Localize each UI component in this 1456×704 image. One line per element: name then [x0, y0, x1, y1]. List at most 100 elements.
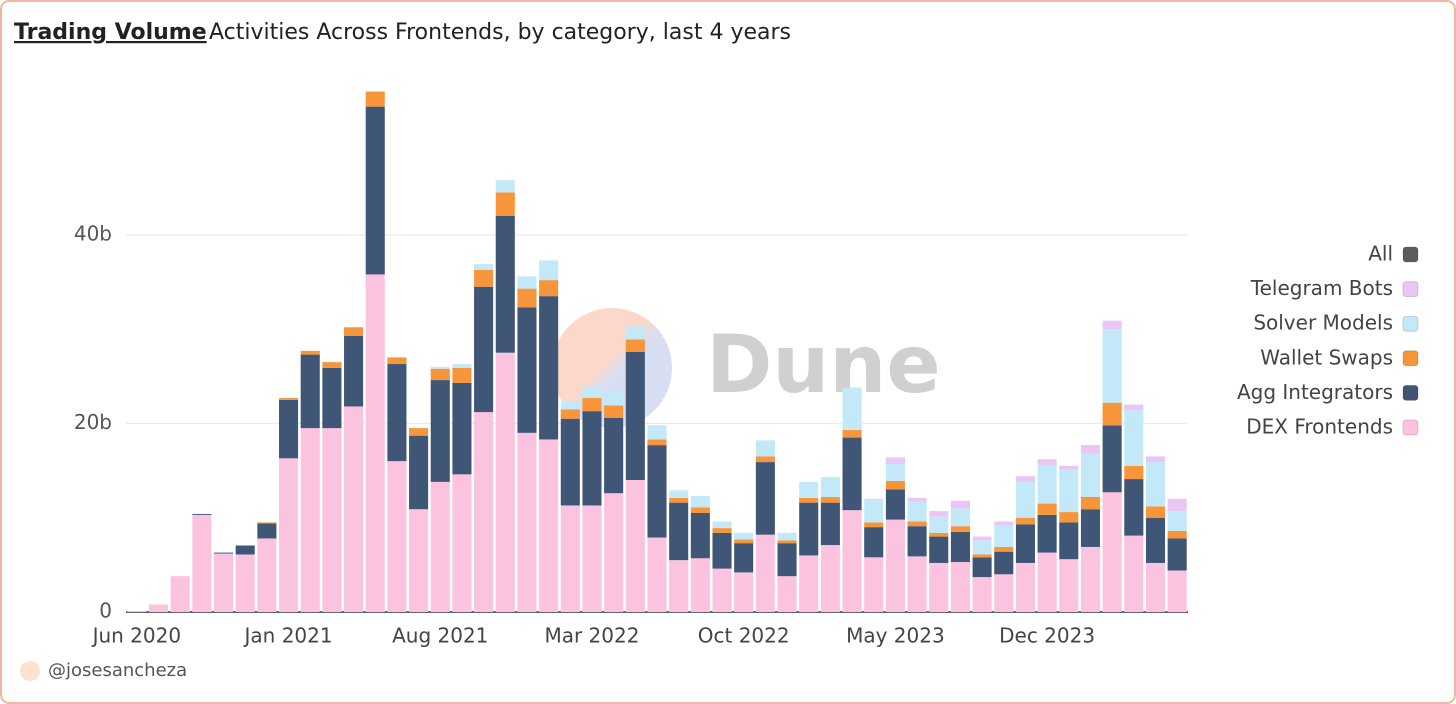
bar-segment [192, 514, 212, 612]
bar-segment [1059, 522, 1079, 560]
bar-segment [842, 510, 862, 612]
bar-segment [734, 572, 754, 612]
x-tick-label: Jan 2021 [243, 624, 333, 648]
bar-segment [842, 437, 862, 511]
bar-segment [929, 536, 949, 563]
plot: 0 20b 40b Jun 2020 Jan 2021 Aug 2021 Mar 2022 O… [74, 91, 1419, 648]
bar-segment [820, 477, 840, 497]
bar-segment [539, 280, 559, 297]
bar-segment [344, 406, 364, 612]
bar-segment [582, 386, 602, 398]
bar-segment [322, 428, 342, 612]
bar-segment [560, 401, 580, 410]
bar-segment [322, 362, 342, 368]
bar-segment [1145, 456, 1166, 463]
bar-segment [495, 180, 515, 193]
bar-segment [907, 556, 927, 612]
bar-segment [777, 532, 797, 541]
bar-segment [669, 497, 689, 503]
bar-segment [712, 521, 732, 529]
bar-segment [430, 481, 450, 612]
bar-segment [409, 435, 429, 510]
x-tick-label: Jun 2020 [91, 624, 182, 648]
x-tick-label: Aug 2021 [392, 624, 488, 648]
bar-segment [344, 335, 364, 407]
bar-segment [777, 576, 797, 612]
bar-segment [1145, 506, 1166, 518]
bar-segment [1015, 524, 1035, 563]
bar-segment [1124, 410, 1144, 466]
bar-segment [279, 399, 299, 459]
bar-segment [517, 307, 537, 433]
bar-segment [1037, 514, 1057, 553]
bar-segment [409, 428, 429, 436]
bar-segment [625, 339, 645, 352]
bar-segment [365, 106, 385, 275]
bar-segment [907, 497, 927, 502]
bar-segment [864, 522, 884, 528]
bar-segment [972, 557, 992, 578]
bar-segment [1080, 546, 1101, 612]
bar-segment [582, 505, 602, 612]
bar-segment [1059, 559, 1079, 612]
y-tick-label: 40b [74, 221, 112, 245]
bar-segment [1080, 453, 1101, 497]
bar-segment [235, 546, 255, 555]
bar-segment [885, 457, 905, 464]
bar-segment [1124, 479, 1144, 536]
bar-segment [820, 496, 840, 503]
bar-segment [1102, 402, 1122, 426]
bar-segment [1080, 496, 1101, 510]
bar-segment [474, 269, 494, 287]
bar-segment [213, 553, 234, 612]
bar-segment [1167, 498, 1187, 512]
bar-segment [1167, 570, 1187, 612]
legend-label: Telegram Bots [1250, 276, 1393, 300]
bar-segment [1102, 425, 1122, 493]
bar-segment [690, 558, 710, 612]
bar-segment [712, 568, 732, 612]
bar-segment [734, 532, 754, 540]
bar-segment [712, 528, 732, 533]
bar-segment [1015, 517, 1035, 525]
bar-segment [994, 574, 1014, 612]
bar-segment [777, 543, 797, 577]
chart-title: Trading Volume [14, 20, 207, 45]
bar-segment [625, 351, 645, 480]
bar-segment [864, 557, 884, 612]
bar-segment [799, 481, 819, 498]
bar-segment [517, 288, 537, 308]
bar-segment [625, 480, 645, 612]
bar-segment [452, 382, 472, 475]
bar-segment [387, 461, 407, 612]
bar-segment [669, 560, 689, 612]
bar-segment [690, 513, 710, 559]
bar-segment [994, 525, 1014, 547]
x-tick-label: May 2023 [846, 624, 945, 648]
bar-segment [864, 498, 884, 500]
bar-segment [344, 327, 364, 336]
bar-segment [517, 276, 537, 289]
bar-segment [1080, 509, 1101, 547]
legend-swatch [1402, 246, 1419, 263]
bar-segment [929, 562, 949, 612]
bar-segment [192, 513, 212, 515]
bar-segment [929, 511, 949, 517]
bar-segment [864, 499, 884, 523]
bar-segment [582, 411, 602, 506]
bar-segment [820, 502, 840, 546]
bar-segment [127, 611, 147, 612]
bar-segment [907, 521, 927, 527]
legend-label: Solver Models [1253, 311, 1393, 335]
bar-segment [885, 463, 905, 481]
bar-segment [972, 536, 992, 541]
bar-segment [929, 532, 949, 537]
bar-segment [452, 364, 472, 368]
legend-swatch [1402, 419, 1419, 436]
bar-segment [690, 507, 710, 513]
legend-label: Wallet Swaps [1260, 345, 1393, 369]
bar-segment [669, 490, 689, 498]
bar-segment [950, 508, 970, 527]
bar-segment [1167, 511, 1187, 531]
bar-segment [1015, 481, 1035, 518]
